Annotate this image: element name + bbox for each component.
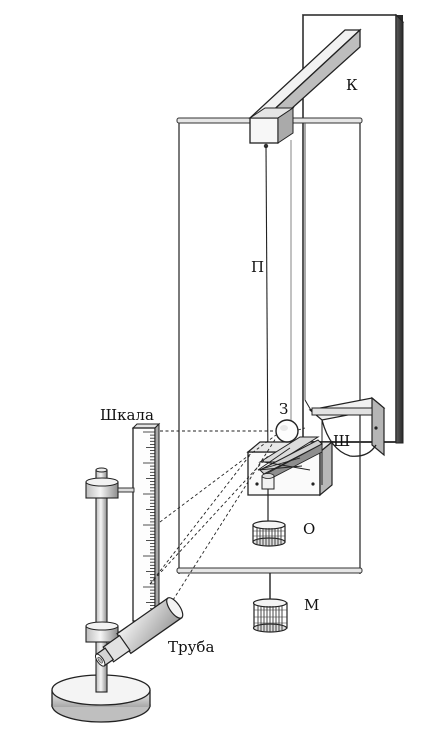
label-z: З (279, 400, 288, 418)
light-beam (257, 447, 303, 471)
small-weight (261, 473, 275, 521)
bracket-arm (248, 28, 362, 149)
wall-plank (301, 13, 405, 444)
label-scale: Шкала (100, 406, 154, 424)
telescope (94, 597, 184, 667)
label-o: О (303, 520, 315, 538)
weight-stack-m (252, 598, 288, 633)
label-tube: Труба (168, 638, 214, 656)
sight-lines (149, 427, 306, 601)
label-m: М (304, 596, 319, 614)
label-k: К (346, 76, 358, 94)
scale-ticks (143, 431, 155, 616)
mirror (275, 419, 299, 443)
weight-stack-o (252, 520, 286, 547)
stand (51, 467, 151, 723)
scale-ruler (131, 422, 161, 623)
suspension-wire (265, 145, 269, 471)
label-p: П (251, 258, 264, 276)
torsion-bar (259, 439, 323, 481)
label-sh: Ш (333, 432, 350, 450)
